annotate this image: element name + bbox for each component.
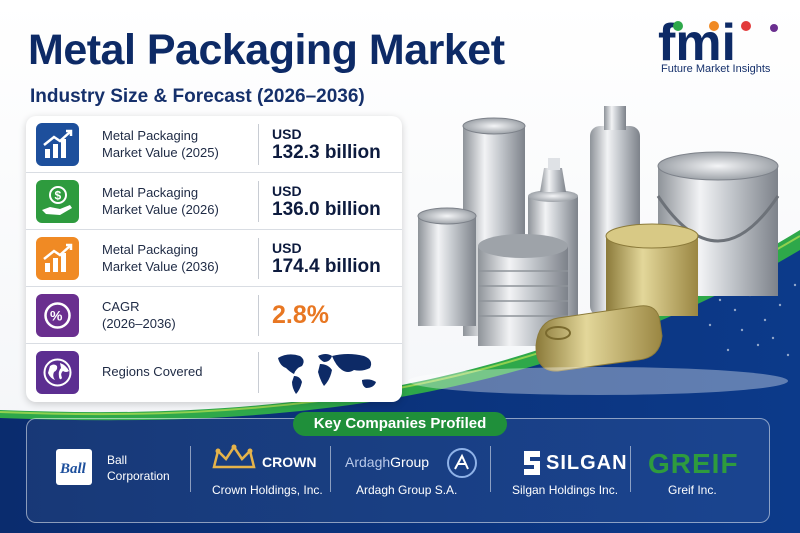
divider xyxy=(258,295,259,336)
key-companies-title: Key Companies Profiled xyxy=(293,412,507,436)
svg-text:$: $ xyxy=(55,189,62,203)
bar-chart-growth-icon xyxy=(36,237,79,280)
divider xyxy=(190,446,191,492)
company-name-ball: Ball Corporation xyxy=(107,453,170,483)
ball-logo-icon: Ball xyxy=(56,449,92,485)
stat-value: USD 136.0 billion xyxy=(272,183,381,220)
stats-panel: Metal Packaging Market Value (2025) USD 1… xyxy=(26,116,402,402)
globe-icon xyxy=(36,351,79,394)
world-map-icon xyxy=(278,354,376,394)
greif-logo-text: GREIF xyxy=(648,448,739,479)
stat-row-cagr: % CAGR (2026–2036) 2.8% xyxy=(26,287,402,344)
page-title: Metal Packaging Market xyxy=(28,26,505,74)
crown-logo-text: CROWN xyxy=(262,454,317,470)
fmi-logo-icon: fmi xyxy=(658,14,778,72)
stat-row-2025: Metal Packaging Market Value (2025) USD 1… xyxy=(26,116,402,173)
bar-chart-growth-icon xyxy=(36,123,79,166)
company-name-greif: Greif Inc. xyxy=(668,483,717,497)
svg-text:fmi: fmi xyxy=(658,14,736,72)
divider xyxy=(630,446,631,492)
ardagh-logo-text: ArdaghGroup xyxy=(345,454,430,470)
divider xyxy=(258,124,259,165)
stat-row-regions: Regions Covered xyxy=(26,344,402,401)
svg-text:Ball: Ball xyxy=(59,461,87,477)
stat-value: USD 132.3 billion xyxy=(272,126,381,163)
hand-dollar-icon: $ xyxy=(36,180,79,223)
brand-tagline: Future Market Insights xyxy=(661,63,771,75)
stat-label: CAGR (2026–2036) xyxy=(102,299,176,331)
page-subtitle: Industry Size & Forecast (2026–2036) xyxy=(30,86,365,107)
divider xyxy=(490,446,491,492)
divider xyxy=(330,446,331,492)
divider xyxy=(258,352,259,393)
percent-circle-icon: % xyxy=(36,294,79,337)
stat-label: Metal Packaging Market Value (2026) xyxy=(102,185,219,217)
ardagh-logo-icon xyxy=(447,448,477,478)
svg-text:%: % xyxy=(50,308,63,324)
company-name-silgan: Silgan Holdings Inc. xyxy=(512,483,619,497)
stat-row-2036: Metal Packaging Market Value (2036) USD 1… xyxy=(26,230,402,287)
divider xyxy=(258,238,259,279)
crown-logo-icon xyxy=(212,444,256,469)
company-name-crown: Crown Holdings, Inc. xyxy=(212,483,323,497)
silgan-logo-icon xyxy=(524,451,540,475)
silgan-logo-text: SILGAN xyxy=(546,452,628,474)
stat-value: USD 174.4 billion xyxy=(272,240,381,277)
stat-label: Metal Packaging Market Value (2025) xyxy=(102,128,219,160)
stat-label: Regions Covered xyxy=(102,364,203,379)
stat-row-2026: $ Metal Packaging Market Value (2026) USD… xyxy=(26,173,402,230)
metal-cans-illustration xyxy=(408,106,788,395)
cagr-value: 2.8% xyxy=(272,301,329,329)
divider xyxy=(258,181,259,222)
stat-label: Metal Packaging Market Value (2036) xyxy=(102,242,219,274)
company-name-ardagh: Ardagh Group S.A. xyxy=(356,483,458,497)
